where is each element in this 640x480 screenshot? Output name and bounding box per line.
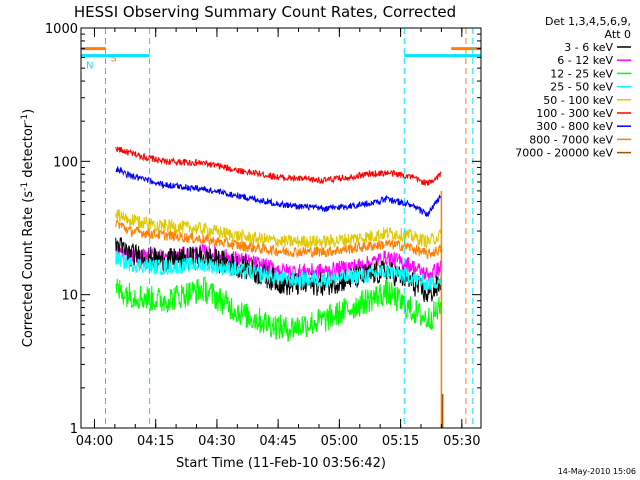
plot-frame: [80, 27, 482, 429]
legend-label: 100 - 300 keV: [536, 107, 613, 120]
x-tick-label: 05:00: [321, 434, 358, 449]
series-line-7: [115, 250, 442, 291]
x-tick-label: 04:15: [137, 434, 174, 449]
axis-layer: 04:00 04:15 04:30 04:45 05:00 05:15 05:30 1 10 10…: [45, 22, 481, 449]
series-layer: [115, 146, 442, 342]
y-axis-label-exponent-2: -1: [20, 114, 30, 123]
legend-label: 800 - 7000 keV: [529, 133, 613, 146]
legend-header-line-1: Det 1,3,4,5,6,9,: [545, 15, 631, 28]
series-line-4: [115, 218, 442, 260]
y-axis-label-exponent-1: -1: [20, 182, 30, 191]
x-tick-label: 04:00: [76, 434, 113, 449]
y-tick-label: 10: [61, 289, 78, 304]
x-axis-label: Start Time (11-Feb-10 03:56:42): [176, 456, 386, 471]
series-line-3: [115, 209, 442, 250]
x-tick-label: 04:45: [259, 434, 296, 449]
x-tick-label: 04:30: [198, 434, 235, 449]
flag-label: N: [86, 61, 93, 72]
legend-label: 6 - 12 keV: [557, 54, 613, 67]
y-tick-label: 1: [70, 422, 78, 437]
generated-timestamp: 14-May-2010 15:06: [558, 467, 636, 476]
legend-label: 3 - 6 keV: [564, 41, 613, 54]
legend-label: 50 - 100 keV: [543, 94, 613, 107]
series-line-8: [115, 276, 442, 342]
flag-layer: SN: [80, 28, 481, 428]
legend-label: 300 - 800 keV: [536, 120, 613, 133]
series-line-2: [115, 166, 442, 218]
legend-label: 25 - 50 keV: [550, 81, 613, 94]
legend-header-line-2: Att 0: [605, 28, 631, 41]
chart-title: HESSI Observing Summary Count Rates, Cor…: [74, 3, 456, 21]
y-tick-label: 100: [53, 155, 78, 170]
x-tick-label: 05:30: [443, 434, 480, 449]
y-tick-label: 1000: [45, 22, 78, 37]
x-tick-label: 05:15: [382, 434, 419, 449]
y-axis-label: Corrected Count Rate (s-1 detector-1): [20, 109, 36, 347]
legend-label: 7000 - 20000 keV: [515, 147, 613, 160]
legend-label: 12 - 25 keV: [550, 67, 613, 80]
series-line-1: [115, 146, 442, 187]
flag-label: S: [110, 54, 116, 65]
